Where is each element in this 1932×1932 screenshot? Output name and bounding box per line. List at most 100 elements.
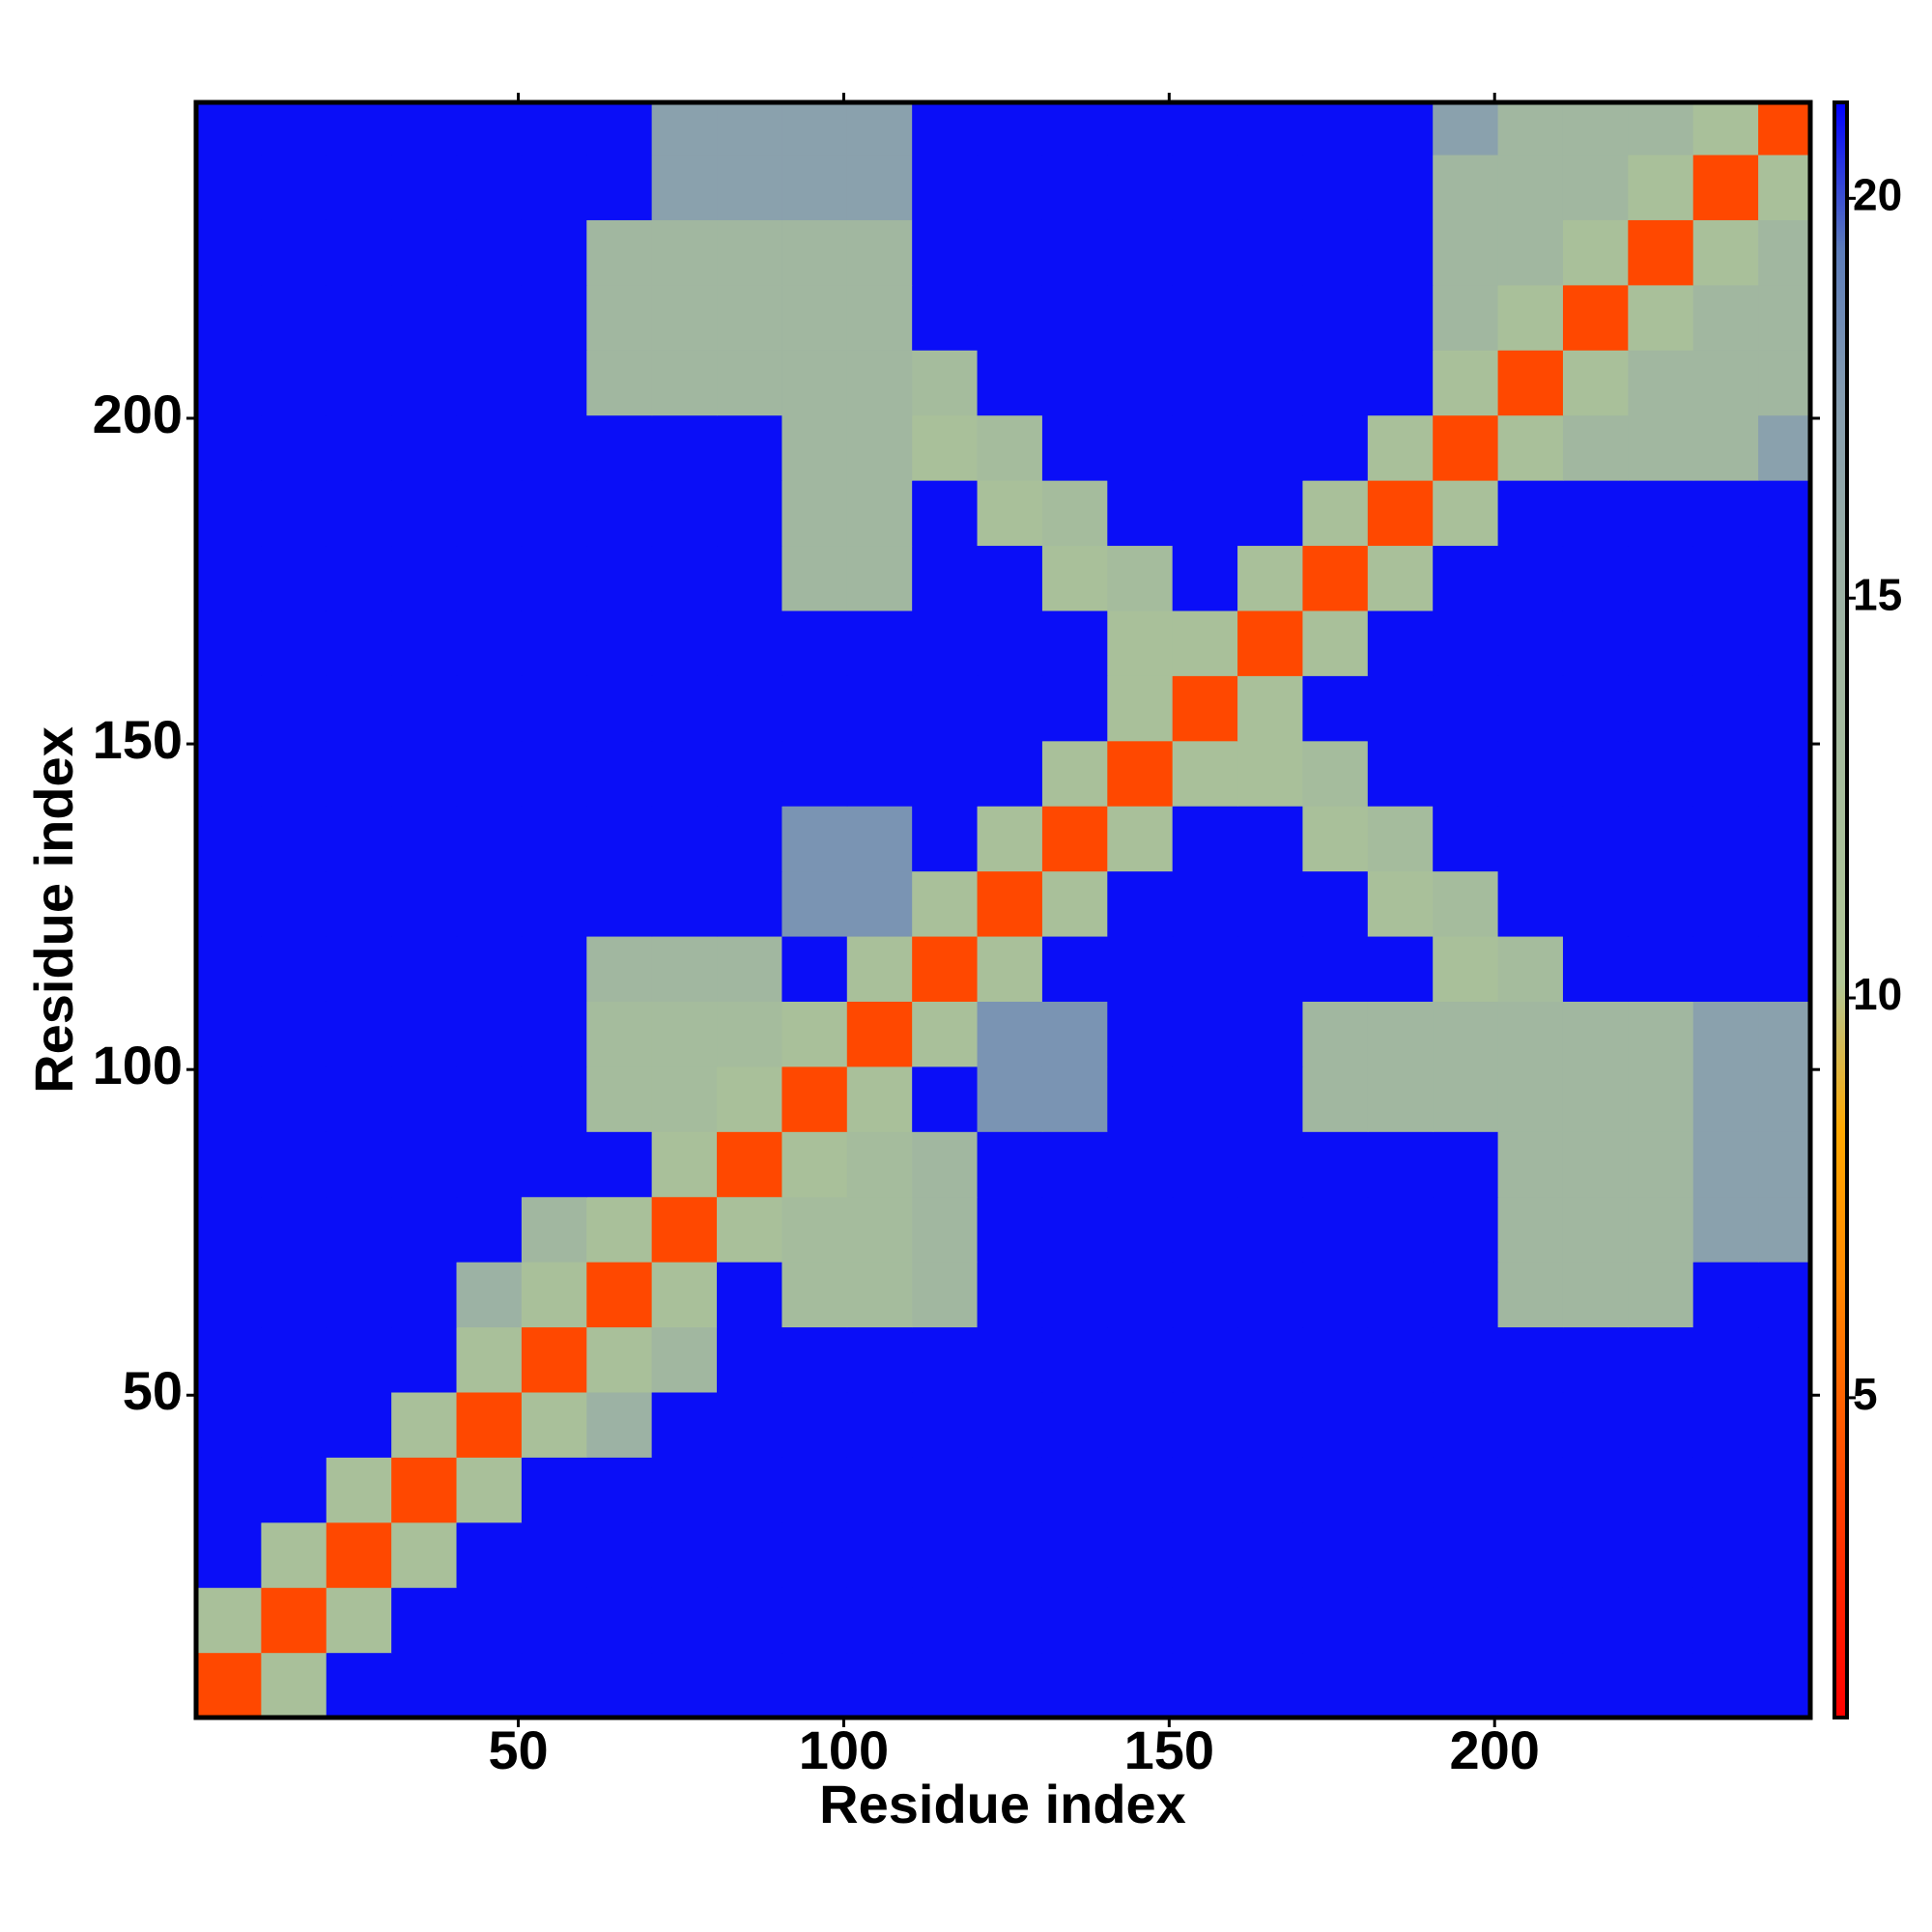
- heatmap-cell: [781, 219, 848, 286]
- heatmap-cell: [846, 284, 913, 351]
- heatmap-cell: [196, 1521, 262, 1588]
- heatmap-cell: [1172, 102, 1238, 156]
- heatmap-cell: [717, 102, 783, 156]
- heatmap-cell: [1237, 675, 1304, 742]
- heatmap-cell: [1367, 480, 1434, 547]
- heatmap-cell: [1433, 102, 1499, 156]
- heatmap-cell: [586, 350, 653, 416]
- heatmap-cell: [456, 480, 523, 547]
- heatmap-cell: [1302, 1587, 1369, 1654]
- y-tick-label: 50: [123, 1360, 183, 1421]
- heatmap-cell: [1758, 806, 1811, 872]
- heatmap-cell: [1758, 1457, 1811, 1523]
- heatmap-cell: [196, 1196, 262, 1263]
- heatmap-cell: [651, 1326, 718, 1393]
- heatmap-cell: [1433, 935, 1499, 1002]
- heatmap-cell: [1692, 610, 1759, 676]
- heatmap-cell: [326, 675, 392, 742]
- heatmap-cell: [1497, 870, 1564, 937]
- heatmap-cell: [1692, 284, 1759, 351]
- heatmap-cell: [1758, 284, 1811, 351]
- heatmap-cell: [1367, 1065, 1434, 1132]
- heatmap-cell: [391, 1457, 458, 1523]
- heatmap-cell: [326, 1587, 392, 1654]
- heatmap-cell: [1628, 806, 1694, 872]
- heatmap-cell: [196, 610, 262, 676]
- heatmap-cell: [1041, 935, 1108, 1002]
- heatmap-cell: [717, 1587, 783, 1654]
- heatmap-cell: [846, 1001, 913, 1067]
- heatmap-cell: [1628, 1196, 1694, 1263]
- heatmap-cell: [456, 414, 523, 481]
- heatmap-cell: [456, 1196, 523, 1263]
- heatmap-cell: [456, 284, 523, 351]
- heatmap-cell: [1302, 102, 1369, 156]
- heatmap-cell: [1562, 1065, 1629, 1132]
- x-axis-title: Residue index: [819, 1774, 1186, 1834]
- heatmap-cell: [1367, 1652, 1434, 1719]
- heatmap-cell: [1433, 806, 1499, 872]
- heatmap-cell: [586, 480, 653, 547]
- heatmap-cell: [781, 935, 848, 1002]
- heatmap-cell: [1237, 219, 1304, 286]
- heatmap-cell: [1237, 102, 1304, 156]
- heatmap-cell: [196, 935, 262, 1002]
- heatmap-cell: [326, 1001, 392, 1067]
- heatmap-cell: [1758, 935, 1811, 1002]
- heatmap-cell: [521, 1001, 587, 1067]
- heatmap-cell: [1107, 480, 1174, 547]
- heatmap-cell: [1433, 870, 1499, 937]
- heatmap-cell: [456, 1457, 523, 1523]
- heatmap-cell: [1692, 1652, 1759, 1719]
- colorbar-tick-label: 10: [1853, 969, 1902, 1019]
- heatmap-cell: [1172, 1457, 1238, 1523]
- heatmap-cell: [326, 219, 392, 286]
- heatmap-cell: [1172, 154, 1238, 220]
- heatmap-cell: [1497, 610, 1564, 676]
- heatmap-cell: [846, 1065, 913, 1132]
- heatmap-cell: [1628, 675, 1694, 742]
- heatmap-cell: [1107, 545, 1174, 611]
- heatmap-cell: [651, 610, 718, 676]
- heatmap-cell: [1041, 1391, 1108, 1458]
- heatmap-cell: [717, 545, 783, 611]
- heatmap-cell: [326, 1065, 392, 1132]
- heatmap-cell: [1237, 1457, 1304, 1523]
- heatmap-cell: [1041, 219, 1108, 286]
- heatmap-cell: [1692, 350, 1759, 416]
- heatmap-cell: [1302, 610, 1369, 676]
- heatmap-cell: [1628, 1326, 1694, 1393]
- heatmap-cell: [1758, 102, 1811, 156]
- heatmap-cell: [1237, 610, 1304, 676]
- heatmap-cell: [1562, 610, 1629, 676]
- heatmap-cell: [1692, 414, 1759, 481]
- heatmap-cell: [456, 870, 523, 937]
- heatmap-cell: [326, 1457, 392, 1523]
- heatmap-cell: [261, 675, 327, 742]
- heatmap-cell: [912, 1652, 979, 1719]
- heatmap-cell: [1041, 1262, 1108, 1328]
- heatmap-cell: [1497, 284, 1564, 351]
- heatmap-cell: [586, 610, 653, 676]
- heatmap-cell: [1562, 545, 1629, 611]
- heatmap-cell: [391, 1262, 458, 1328]
- heatmap-cell: [717, 1131, 783, 1198]
- heatmap-cell: [977, 480, 1043, 547]
- heatmap-cell: [1433, 1131, 1499, 1198]
- heatmap-cell: [1041, 480, 1108, 547]
- heatmap-cell: [1367, 1457, 1434, 1523]
- heatmap-cell: [1692, 1587, 1759, 1654]
- heatmap-cell: [846, 935, 913, 1002]
- heatmap-cell: [912, 1065, 979, 1132]
- heatmap-cell: [196, 545, 262, 611]
- heatmap-cell: [977, 1001, 1043, 1067]
- heatmap-cell: [977, 102, 1043, 156]
- heatmap-cell: [586, 675, 653, 742]
- heatmap-cell: [912, 1196, 979, 1263]
- heatmap-cell: [977, 740, 1043, 807]
- heatmap-cell: [717, 1521, 783, 1588]
- heatmap-cell: [1302, 219, 1369, 286]
- heatmap-cell: [196, 1131, 262, 1198]
- heatmap-cell: [1758, 610, 1811, 676]
- heatmap-cell: [456, 102, 523, 156]
